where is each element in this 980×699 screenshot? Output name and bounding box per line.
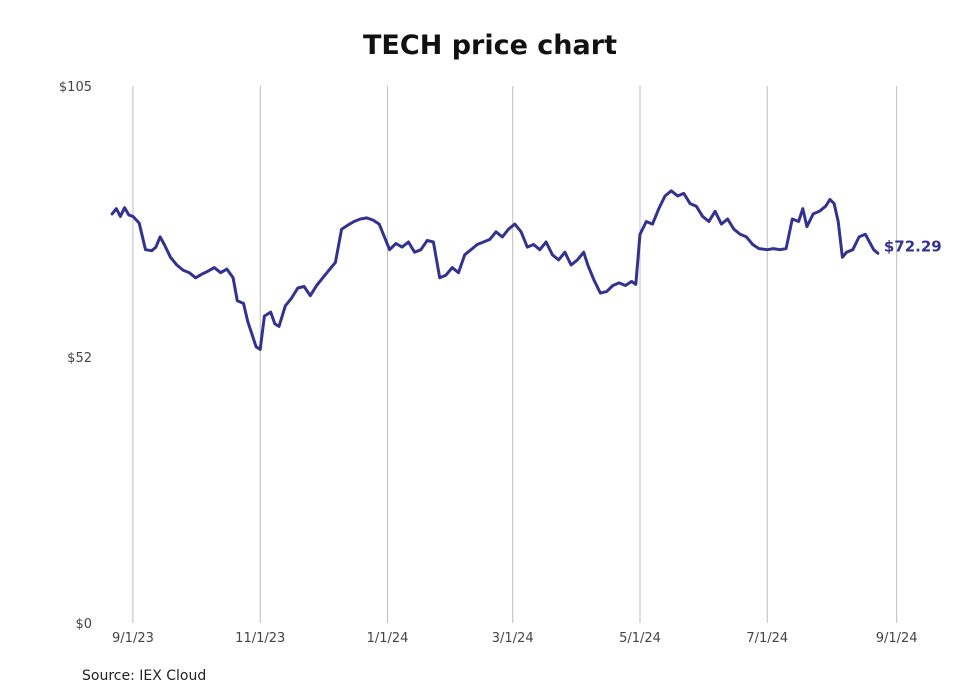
x-tick-label: 5/1/24	[619, 631, 661, 646]
x-tick-label: 9/1/24	[876, 631, 918, 646]
price-series-line	[110, 189, 880, 351]
y-tick-label: $0	[75, 617, 92, 632]
y-tick-label: $105	[59, 80, 92, 95]
y-tick-label: $52	[67, 351, 92, 366]
y-axis-ticks: $105 $52 $0	[59, 80, 92, 632]
x-tick-label: 1/1/24	[367, 631, 409, 646]
x-tick-label: 3/1/24	[492, 631, 534, 646]
source-note: Source: IEX Cloud	[82, 668, 207, 684]
chart-title: TECH price chart	[363, 30, 617, 61]
last-value-label: $72.29	[884, 237, 942, 255]
x-tick-label: 7/1/24	[746, 631, 788, 646]
x-axis-ticks: 9/1/23 11/1/23 1/1/24 3/1/24 5/1/24 7/1/24 9/1…	[112, 631, 918, 646]
x-tick-label: 9/1/23	[112, 631, 154, 646]
vertical-gridlines	[132, 86, 898, 623]
x-tick-label: 11/1/23	[235, 631, 285, 646]
